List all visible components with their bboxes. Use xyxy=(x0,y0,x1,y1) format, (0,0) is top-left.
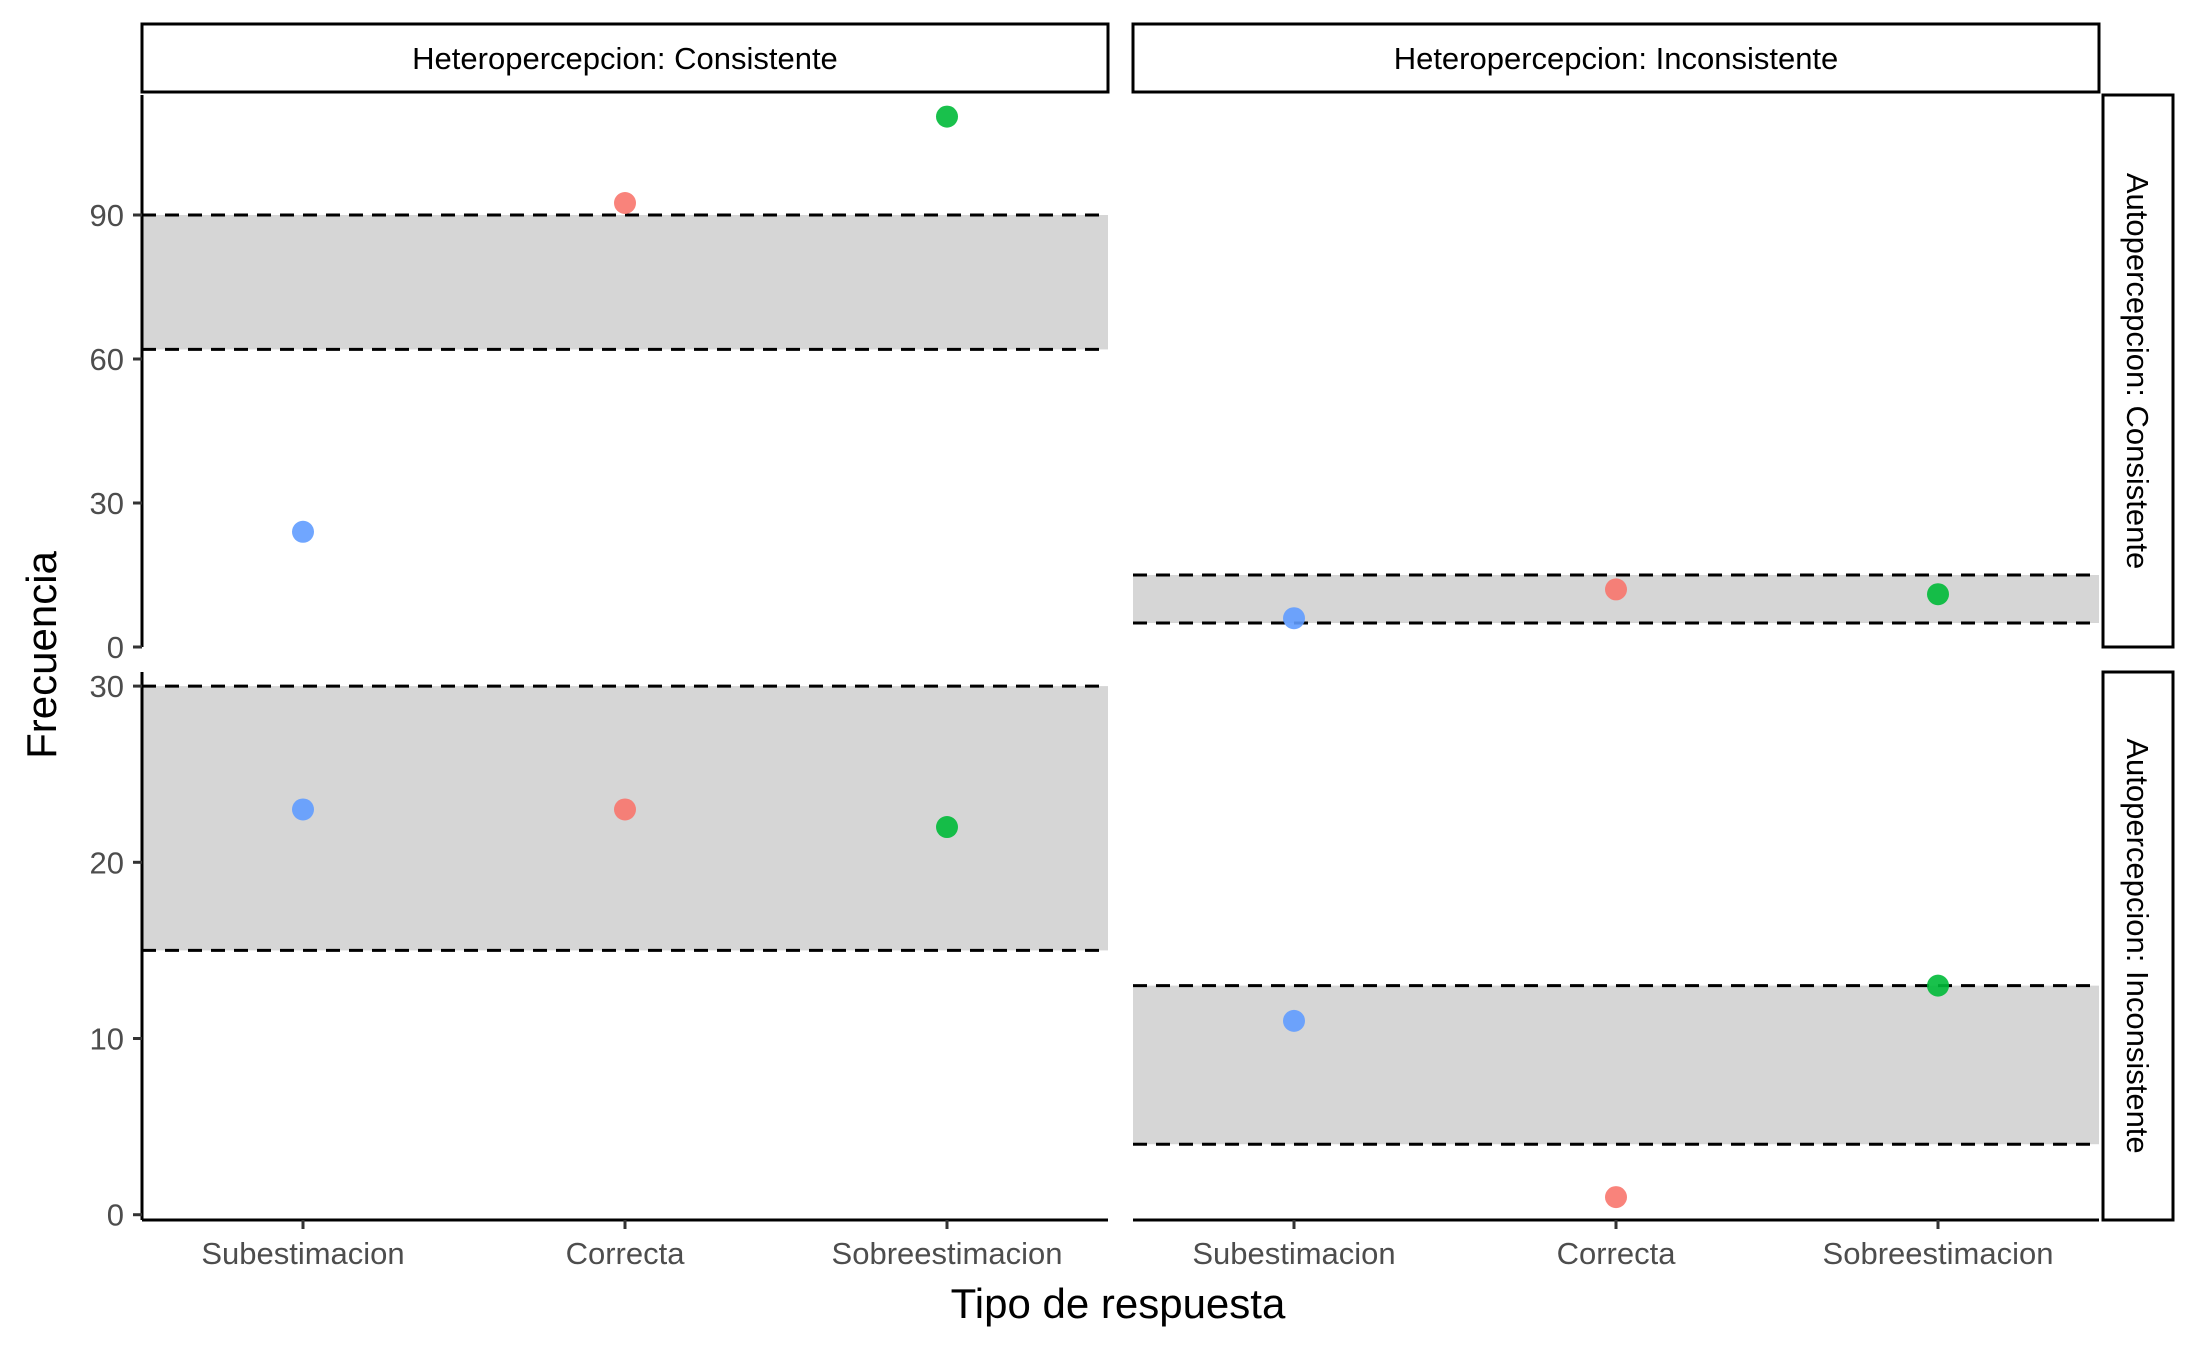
band-layer xyxy=(142,215,2099,1145)
row-strip xyxy=(2101,93,2175,649)
y-tick-label: 20 xyxy=(90,845,124,880)
y-axis-title: Frecuencia xyxy=(18,550,65,758)
x-tick-label: Sobreestimacion xyxy=(1823,1236,2054,1271)
row-strip xyxy=(2101,670,2175,1222)
y-tick-label: 0 xyxy=(107,630,124,665)
x-tick-label: Subestimacion xyxy=(201,1236,404,1271)
column-strip-label: Heteropercepcion: Consistente xyxy=(412,41,838,76)
reference-band xyxy=(142,215,1108,350)
y-tick-label: 0 xyxy=(107,1198,124,1233)
data-point xyxy=(936,816,958,839)
row-strip-label: Autopercepcion: Inconsistente xyxy=(2120,738,2155,1153)
data-point xyxy=(1927,974,1949,997)
y-tick-label: 90 xyxy=(90,198,124,233)
y-tick-label: 30 xyxy=(90,669,124,704)
column-strip xyxy=(140,22,1110,94)
reference-band xyxy=(1133,985,2099,1145)
axes-layer: 0 30 60 90 0 10 20 30 Subestimacion Correcta Sobre… xyxy=(90,95,2099,1271)
data-point xyxy=(936,105,958,128)
data-point xyxy=(1605,578,1627,601)
y-tick-label: 60 xyxy=(90,342,124,377)
y-tick-label: 10 xyxy=(90,1022,124,1057)
data-point xyxy=(292,798,314,821)
x-tick-label: Correcta xyxy=(566,1236,686,1271)
data-point xyxy=(1283,1009,1305,1032)
data-point xyxy=(614,192,636,214)
data-point xyxy=(292,520,314,543)
strip-layer: Heteropercepcion: Consistente Heteroperce… xyxy=(140,22,2175,1222)
data-point xyxy=(1605,1186,1627,1209)
x-tick-label: Sobreestimacion xyxy=(832,1236,1063,1271)
x-tick-label: Subestimacion xyxy=(1192,1236,1395,1271)
y-tick-label: 30 xyxy=(90,486,124,521)
data-point xyxy=(1283,607,1305,630)
data-point xyxy=(1927,583,1949,606)
data-point xyxy=(614,798,636,821)
x-axis-title: Tipo de respuesta xyxy=(951,1280,1286,1327)
row-strip-label: Autopercepcion: Consistente xyxy=(2120,173,2155,569)
column-strip-label: Heteropercepcion: Inconsistente xyxy=(1394,41,1839,76)
x-tick-label: Correcta xyxy=(1557,1236,1677,1271)
column-strip xyxy=(1131,22,2101,94)
point-layer xyxy=(292,105,1949,1209)
